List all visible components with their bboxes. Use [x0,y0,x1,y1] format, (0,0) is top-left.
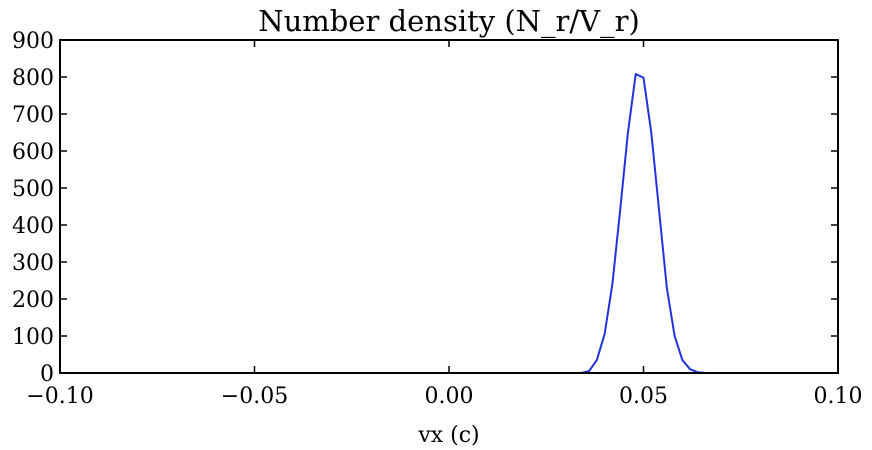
y-tick-label: 600 [12,140,54,165]
series-line-0 [60,73,838,374]
x-tick-label: −0.05 [221,384,288,409]
chart-title: Number density (N_r/V_r) [258,4,640,39]
y-tick-label: 200 [12,288,54,313]
x-tick-label: 0.10 [814,384,863,409]
plot-frame [59,39,839,374]
x-tick-label: −0.10 [26,384,93,409]
y-tick-label: 900 [12,29,54,54]
y-tick-label: 300 [12,251,54,276]
x-tick-label: 0.00 [425,384,474,409]
y-tick-label: 800 [12,66,54,91]
y-tick-label: 0 [40,362,54,387]
y-tick-label: 100 [12,325,54,350]
x-tick-label: 0.05 [619,384,668,409]
y-tick-label: 700 [12,103,54,128]
y-tick-label: 400 [12,214,54,239]
x-axis-label: vx (c) [417,423,479,448]
y-tick-label: 500 [12,177,54,202]
plot-area: −0.10 −0.05 0.00 0.05 0.10 0 100 200 300 400 500 60… [12,29,862,409]
